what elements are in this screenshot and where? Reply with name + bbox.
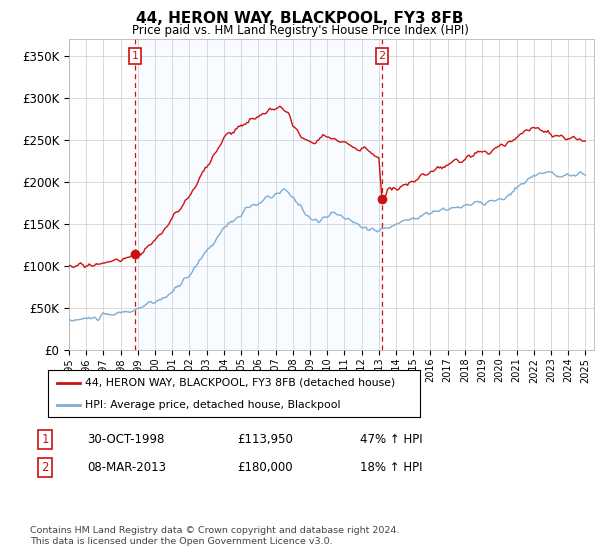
Text: £113,950: £113,950	[237, 433, 293, 446]
Text: 47% ↑ HPI: 47% ↑ HPI	[360, 433, 422, 446]
Text: 2: 2	[379, 51, 385, 61]
Text: 2: 2	[41, 461, 49, 474]
Text: HPI: Average price, detached house, Blackpool: HPI: Average price, detached house, Blac…	[85, 400, 341, 410]
Text: 1: 1	[131, 51, 139, 61]
Text: 18% ↑ HPI: 18% ↑ HPI	[360, 461, 422, 474]
Text: Price paid vs. HM Land Registry's House Price Index (HPI): Price paid vs. HM Land Registry's House …	[131, 24, 469, 36]
Text: 08-MAR-2013: 08-MAR-2013	[87, 461, 166, 474]
Text: 44, HERON WAY, BLACKPOOL, FY3 8FB: 44, HERON WAY, BLACKPOOL, FY3 8FB	[136, 11, 464, 26]
Bar	[135, 39, 382, 350]
Text: 30-OCT-1998: 30-OCT-1998	[87, 433, 164, 446]
Text: 1: 1	[41, 433, 49, 446]
Text: 44, HERON WAY, BLACKPOOL, FY3 8FB (detached house): 44, HERON WAY, BLACKPOOL, FY3 8FB (detac…	[85, 378, 395, 388]
Text: £180,000: £180,000	[237, 461, 293, 474]
Text: Contains HM Land Registry data © Crown copyright and database right 2024.
This d: Contains HM Land Registry data © Crown c…	[30, 526, 400, 546]
